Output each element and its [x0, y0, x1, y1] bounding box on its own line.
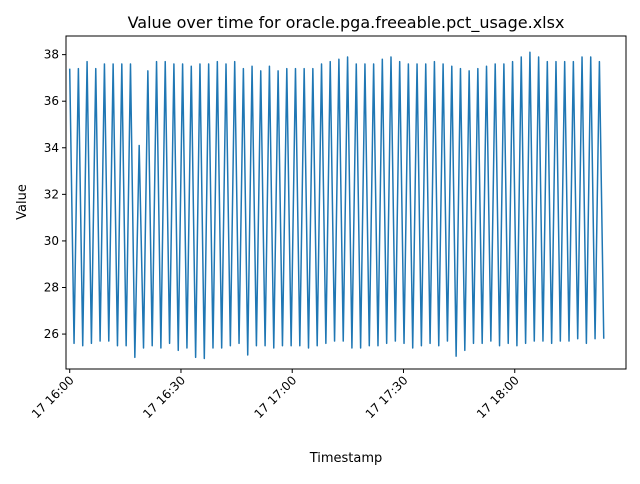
y-tick-label: 36 — [44, 94, 59, 108]
y-tick-label: 32 — [44, 187, 59, 201]
axes-frame — [65, 35, 627, 370]
y-tick-label: 34 — [44, 141, 59, 155]
y-axis-label: Value — [15, 184, 30, 220]
y-tick-label: 30 — [44, 234, 59, 248]
chart-title: Value over time for oracle.pga.freeable.… — [128, 13, 565, 33]
series-line-0 — [68, 51, 605, 360]
y-tick-label: 26 — [44, 327, 59, 341]
x-axis-label: Timestamp — [309, 451, 383, 466]
y-tick-label: 38 — [44, 48, 59, 62]
y-tick-label: 28 — [44, 280, 59, 294]
